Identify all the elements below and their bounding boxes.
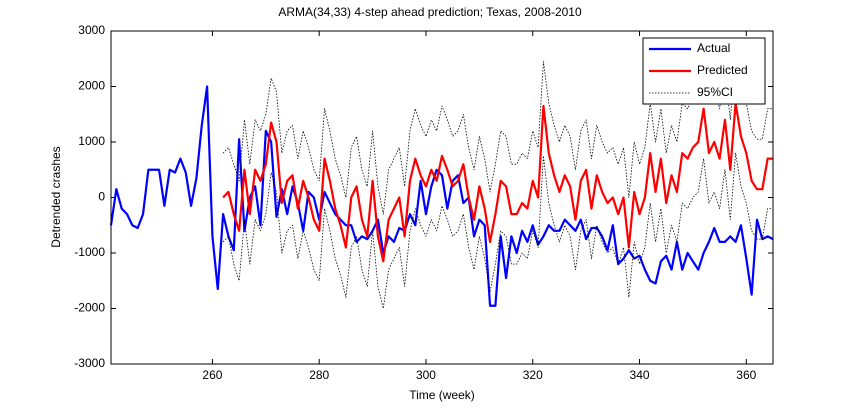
x-tick-label: 320 (523, 368, 543, 382)
line-series (222, 102, 773, 263)
y-tick-label: -1000 (74, 245, 105, 259)
x-tick-label: 300 (416, 368, 436, 382)
x-axis-label: Time (week) (409, 388, 475, 402)
axes-box (110, 30, 774, 365)
y-tick-label: -3000 (74, 356, 105, 370)
y-tick-label: -2000 (74, 301, 105, 315)
line-series (109, 85, 774, 307)
legend-label: Predicted (697, 63, 748, 77)
y-tick-label: 1000 (78, 134, 105, 148)
y-axis-label: Detrended crashes (49, 146, 63, 247)
y-tick-label: 2000 (78, 79, 105, 93)
legend-label: 95%CI (697, 85, 733, 99)
x-tick-label: 280 (309, 368, 329, 382)
y-tick-label: 3000 (78, 23, 105, 37)
x-tick-label: 260 (202, 368, 222, 382)
x-tick-label: 340 (630, 368, 650, 382)
x-tick-label: 360 (736, 368, 756, 382)
chart-title: ARMA(34,33) 4-step ahead prediction; Tex… (278, 5, 582, 19)
y-tick-label: 0 (98, 190, 105, 204)
ci-line (222, 52, 773, 215)
legend-label: Actual (697, 41, 730, 55)
ci-line (222, 152, 773, 309)
